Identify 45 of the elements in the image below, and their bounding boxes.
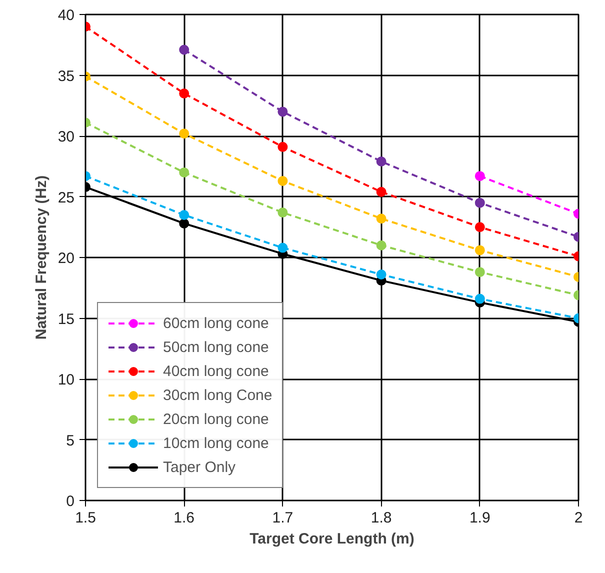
x-tick-label: 1.7 bbox=[272, 510, 294, 526]
point bbox=[179, 44, 190, 55]
point bbox=[376, 214, 386, 224]
x-tick-label: 1.8 bbox=[370, 510, 392, 526]
x-tick-label: 1.6 bbox=[174, 510, 195, 526]
legend-label: Taper Only bbox=[163, 458, 236, 476]
point bbox=[376, 270, 386, 280]
point bbox=[179, 210, 190, 220]
legend-label: 30cm long Cone bbox=[163, 386, 272, 404]
point bbox=[474, 245, 485, 256]
point bbox=[179, 167, 190, 178]
y-tick-label: 35 bbox=[58, 68, 75, 85]
y-tick-label: 5 bbox=[66, 432, 74, 450]
point bbox=[474, 222, 485, 232]
y-tick-label: 15 bbox=[58, 310, 75, 328]
x-tick-label: 1.5 bbox=[75, 510, 96, 526]
point bbox=[278, 106, 288, 117]
x-axis-title: Target Core Length (m) bbox=[250, 530, 414, 548]
point bbox=[278, 242, 288, 253]
point bbox=[376, 156, 386, 167]
point bbox=[278, 176, 288, 186]
legend-label: 10cm long cone bbox=[163, 434, 269, 452]
y-axis-title: Natural Frequency (Hz) bbox=[32, 175, 50, 340]
legend-label: 60cm long cone bbox=[163, 314, 269, 332]
x-tick-label: 2 bbox=[574, 510, 583, 526]
legend-label: 40cm long cone bbox=[163, 362, 269, 380]
point bbox=[179, 218, 190, 228]
legend-label: 20cm long cone bbox=[163, 410, 269, 428]
legend-label: 50cm long cone bbox=[163, 338, 269, 356]
point bbox=[376, 240, 386, 250]
y-tick-label: 10 bbox=[58, 372, 75, 388]
point bbox=[278, 208, 288, 218]
y-tick-label: 20 bbox=[58, 250, 75, 267]
point bbox=[474, 198, 485, 208]
point bbox=[376, 186, 386, 197]
y-tick-label: 0 bbox=[66, 493, 74, 510]
y-tick-label: 25 bbox=[58, 189, 75, 206]
x-tick-label: 1.9 bbox=[469, 510, 490, 526]
y-tick-label: 30 bbox=[58, 128, 75, 146]
point bbox=[474, 267, 485, 278]
point bbox=[179, 88, 190, 98]
point bbox=[179, 128, 190, 139]
point bbox=[278, 142, 288, 152]
point bbox=[474, 294, 485, 304]
y-tick-label: 40 bbox=[58, 7, 75, 24]
